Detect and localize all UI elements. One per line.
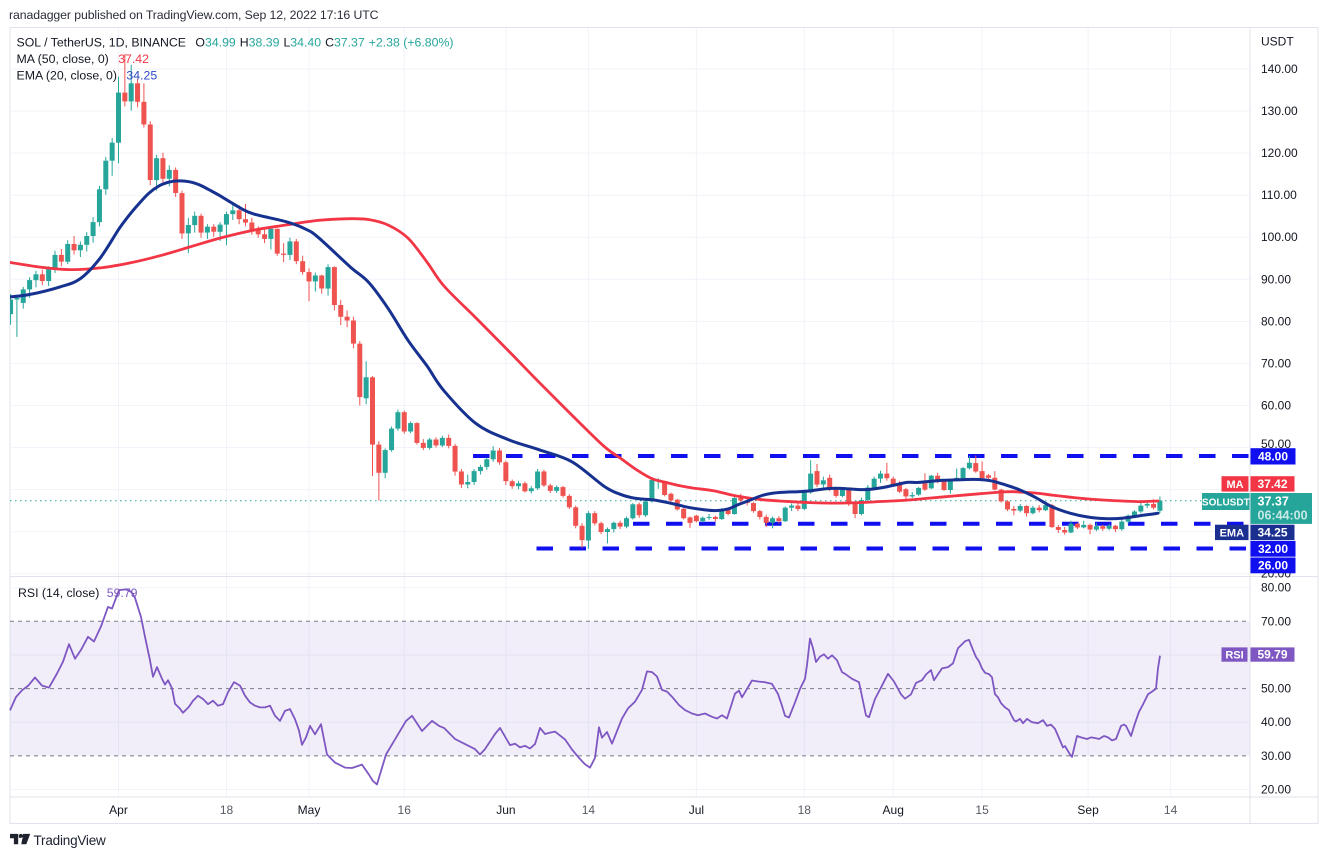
svg-text:EMA: EMA <box>1220 527 1245 539</box>
svg-text:50.00: 50.00 <box>1261 437 1291 451</box>
svg-text:120.00: 120.00 <box>1261 146 1298 160</box>
svg-text:14: 14 <box>582 803 596 817</box>
svg-text:37.37: 37.37 <box>1258 495 1289 509</box>
svg-text:EMA (20, close, 0) 34.25: EMA (20, close, 0) 34.25 <box>17 69 158 83</box>
svg-text:70.00: 70.00 <box>1261 356 1291 370</box>
svg-text:100.00: 100.00 <box>1261 230 1298 244</box>
svg-text:Sep: Sep <box>1077 803 1099 817</box>
svg-text:SOL / TetherUS, 1D, BINANCE O3: SOL / TetherUS, 1D, BINANCE O34.99 H38.39… <box>17 36 454 50</box>
svg-text:80.00: 80.00 <box>1261 581 1291 595</box>
svg-text:30.00: 30.00 <box>1261 749 1291 763</box>
svg-text:MA: MA <box>1226 479 1243 491</box>
svg-text:06:44:00: 06:44:00 <box>1258 509 1308 523</box>
svg-text:MA (50, close, 0) 37.42: MA (50, close, 0) 37.42 <box>17 52 150 66</box>
svg-text:15: 15 <box>975 803 989 817</box>
svg-text:USDT: USDT <box>1261 35 1294 49</box>
svg-text:34.25: 34.25 <box>1257 525 1287 539</box>
svg-text:40.00: 40.00 <box>1261 715 1291 729</box>
svg-text:May: May <box>298 803 321 817</box>
svg-text:18: 18 <box>220 803 234 817</box>
svg-text:18: 18 <box>798 803 812 817</box>
svg-text:14: 14 <box>1164 803 1178 817</box>
svg-text:20.00: 20.00 <box>1261 783 1291 797</box>
svg-text:90.00: 90.00 <box>1261 272 1291 286</box>
svg-text:ranadagger published on Tradin: ranadagger published on TradingView.com,… <box>9 8 379 22</box>
svg-text:140.00: 140.00 <box>1261 62 1298 76</box>
svg-text:RSI (14, close) 59.79: RSI (14, close) 59.79 <box>18 586 138 600</box>
svg-text:TradingView: TradingView <box>34 833 107 848</box>
svg-text:Jul: Jul <box>689 803 704 817</box>
svg-text:110.00: 110.00 <box>1261 188 1297 202</box>
svg-text:59.79: 59.79 <box>1257 648 1287 662</box>
svg-text:130.00: 130.00 <box>1261 104 1298 118</box>
svg-text:50.00: 50.00 <box>1261 682 1291 696</box>
svg-text:80.00: 80.00 <box>1261 314 1291 328</box>
svg-text:Apr: Apr <box>109 803 128 817</box>
svg-text:Jun: Jun <box>496 803 515 817</box>
svg-text:32.00: 32.00 <box>1258 542 1288 556</box>
svg-text:SOLUSDT: SOLUSDT <box>1202 498 1250 509</box>
svg-text:60.00: 60.00 <box>1261 399 1291 413</box>
svg-text:70.00: 70.00 <box>1261 614 1291 628</box>
svg-text:16: 16 <box>398 803 412 817</box>
svg-text:Aug: Aug <box>883 803 904 817</box>
svg-text:26.00: 26.00 <box>1258 558 1288 572</box>
svg-text:RSI: RSI <box>1225 650 1243 662</box>
svg-text:48.00: 48.00 <box>1258 449 1288 463</box>
svg-text:37.42: 37.42 <box>1257 477 1287 491</box>
